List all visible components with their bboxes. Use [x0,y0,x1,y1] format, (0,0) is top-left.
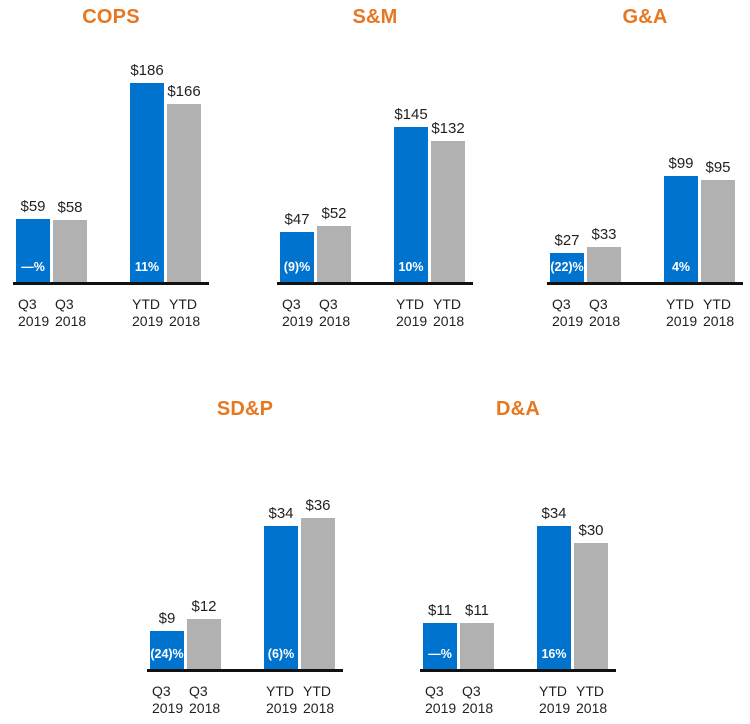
axis-label-ytd-2018: YTD 2018 [703,296,735,329]
axis-label-q3-2019: Q3 2019 [552,296,584,329]
bar-ytd-2019 [537,526,571,669]
axis-label-q3-2018: Q3 2018 [462,683,494,716]
axis-label-q3-2019: Q3 2019 [18,296,50,329]
plot-area: $27 (22)% $33 $99 4% $95 [547,30,743,282]
value-label-ytd-2019: $34 [268,505,294,522]
value-label-q3-2019: $11 [428,602,452,619]
value-label-q3-2019: $9 [158,610,176,627]
value-label-ytd-2018: $30 [578,522,604,539]
value-label-q3-2019: $27 [554,232,580,249]
bar-ytd-2019 [394,127,428,282]
chart-sm: S&M $47 (9)% $52 $145 10% $132 Q3 2019 Q3 2018 YT… [277,6,473,334]
x-axis-labels: Q3 2019 Q3 2018 YTD 2019 YTD 2018 [147,683,343,721]
axis-label-q3-2018: Q3 2018 [55,296,87,329]
bar-q3-2019 [280,232,314,282]
value-label-ytd-2018: $95 [705,159,731,176]
axis-label-ytd-2018: YTD 2018 [433,296,465,329]
bar-q3-2019 [550,253,584,282]
chart-title: D&A [496,398,540,420]
axis-label-q3-2019: Q3 2019 [152,683,184,716]
chart-title: SD&P [216,398,274,420]
bar-q3-2018 [460,623,494,669]
chart-title: G&A [622,6,668,28]
value-label-ytd-2018: $36 [305,497,331,514]
plot-area: $9 (24)% $12 $34 (6)% $36 [147,422,343,669]
bar-ytd-2018 [301,518,335,669]
chart-title: COPS [82,6,140,28]
bar-q3-2019 [150,631,184,669]
chart-title: S&M [352,6,398,28]
axis-label-ytd-2019: YTD 2019 [666,296,698,329]
value-label-q3-2018: $52 [321,205,347,222]
value-label-ytd-2019: $145 [394,106,428,123]
bar-q3-2018 [53,220,87,282]
bar-ytd-2018 [574,543,608,669]
x-axis-line [547,282,743,285]
x-axis-labels: Q3 2019 Q3 2018 YTD 2019 YTD 2018 [547,296,743,334]
axis-label-ytd-2019: YTD 2019 [132,296,164,329]
plot-area: $59 —% $58 $186 11% $166 [13,30,209,282]
bar-ytd-2018 [167,104,201,282]
x-axis-labels: Q3 2019 Q3 2018 YTD 2019 YTD 2018 [420,683,616,721]
value-label-q3-2018: $58 [57,199,83,216]
value-label-q3-2018: $11 [465,602,489,619]
plot-area: $47 (9)% $52 $145 10% $132 [277,30,473,282]
value-label-ytd-2019: $99 [668,155,694,172]
pct-change-label-q3-2019: —% [21,260,45,274]
axis-label-ytd-2018: YTD 2018 [303,683,335,716]
axis-label-q3-2018: Q3 2018 [189,683,221,716]
axis-label-q3-2018: Q3 2018 [589,296,621,329]
pct-change-label-q3-2019: (24)% [150,647,184,661]
bar-ytd-2018 [701,180,735,282]
chart-sdp: SD&P $9 (24)% $12 $34 (6)% $36 Q3 2019 Q3 2018 YT… [147,398,343,721]
value-label-ytd-2018: $132 [431,120,465,137]
pct-change-label-ytd-2019: (6)% [267,647,295,661]
bar-q3-2019 [423,623,457,669]
chart-da: D&A $11 —% $11 $34 16% $30 Q3 2019 Q3 2018 YTD 201… [420,398,616,721]
plot-area: $11 —% $11 $34 16% $30 [420,422,616,669]
bar-q3-2019 [16,219,50,282]
pct-change-label-q3-2019: (22)% [550,260,584,274]
x-axis-line [420,669,616,672]
axis-label-ytd-2018: YTD 2018 [169,296,201,329]
value-label-q3-2018: $12 [191,598,217,615]
pct-change-label-q3-2019: (9)% [283,260,311,274]
bar-ytd-2019 [264,526,298,669]
pct-change-label-ytd-2019: 16% [541,647,567,661]
axis-label-q3-2018: Q3 2018 [319,296,351,329]
bar-ytd-2019 [130,83,164,282]
x-axis-labels: Q3 2019 Q3 2018 YTD 2019 YTD 2018 [13,296,209,334]
axis-label-q3-2019: Q3 2019 [425,683,457,716]
value-label-ytd-2019: $34 [541,505,567,522]
value-label-ytd-2019: $186 [130,62,164,79]
bar-ytd-2018 [431,141,465,282]
pct-change-label-ytd-2019: 10% [398,260,424,274]
x-axis-labels: Q3 2019 Q3 2018 YTD 2019 YTD 2018 [277,296,473,334]
value-label-ytd-2018: $166 [167,83,201,100]
pct-change-label-ytd-2019: 4% [671,260,691,274]
value-label-q3-2019: $47 [284,211,310,228]
chart-ga: G&A $27 (22)% $33 $99 4% $95 Q3 2019 Q3 2018 YTD 2… [547,6,743,334]
axis-label-ytd-2019: YTD 2019 [266,683,298,716]
bar-q3-2018 [587,247,621,282]
x-axis-line [13,282,209,285]
value-label-q3-2019: $59 [20,198,46,215]
bar-ytd-2019 [664,176,698,282]
x-axis-line [277,282,473,285]
bar-q3-2018 [187,619,221,669]
pct-change-label-q3-2019: —% [428,647,452,661]
axis-label-ytd-2019: YTD 2019 [396,296,428,329]
axis-label-ytd-2018: YTD 2018 [576,683,608,716]
chart-cops: COPS $59 —% $58 $186 11% $166 Q3 2019 Q3 2018 YTD… [13,6,209,334]
axis-label-ytd-2019: YTD 2019 [539,683,571,716]
bar-q3-2018 [317,226,351,282]
axis-label-q3-2019: Q3 2019 [282,296,314,329]
pct-change-label-ytd-2019: 11% [134,260,160,274]
x-axis-line [147,669,343,672]
value-label-q3-2018: $33 [591,226,617,243]
